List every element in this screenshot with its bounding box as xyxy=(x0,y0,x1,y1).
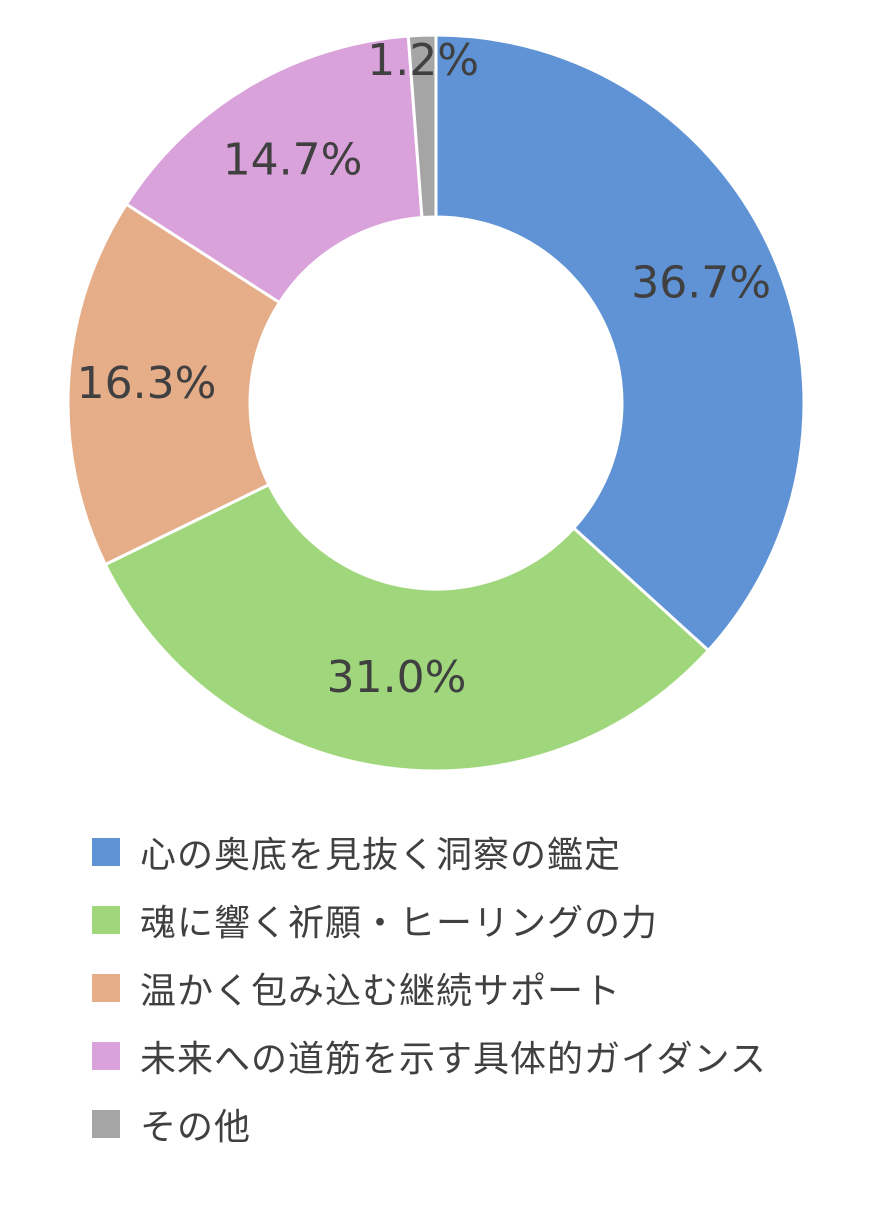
donut-slice xyxy=(124,34,424,305)
slice-data-label: 36.7% xyxy=(631,258,771,309)
legend-swatch xyxy=(92,1042,120,1070)
legend-swatch xyxy=(92,974,120,1002)
donut-slice xyxy=(434,33,806,653)
legend-swatch xyxy=(92,1110,120,1138)
legend-label: 魂に響く祈願・ヒーリングの力 xyxy=(140,903,659,944)
slice-data-label: 16.3% xyxy=(77,358,217,409)
legend-label: 心の奥底を見抜く洞察の鑑定 xyxy=(140,835,622,876)
legend-item: 心の奥底を見抜く洞察の鑑定 xyxy=(92,818,872,886)
legend-label: その他 xyxy=(140,1107,252,1148)
donut-slice xyxy=(406,33,438,220)
legend: 心の奥底を見抜く洞察の鑑定 魂に響く祈願・ヒーリングの力 温かく包み込む継続サポ… xyxy=(92,818,872,1158)
slices-group xyxy=(66,33,806,773)
legend-item: 温かく包み込む継続サポート xyxy=(92,954,872,1022)
donut-slice xyxy=(103,482,711,773)
legend-label: 未来への道筋を示す具体的ガイダンス xyxy=(140,1039,767,1080)
legend-item: 未来への道筋を示す具体的ガイダンス xyxy=(92,1022,872,1090)
slice-data-label: 1.2% xyxy=(367,35,479,86)
slice-data-label: 31.0% xyxy=(327,652,467,703)
donut-chart-plot: 36.7% 31.0% 16.3% 14.7%1.2% xyxy=(66,33,806,773)
slice-labels-group: 36.7% 31.0% 16.3% 14.7%1.2% xyxy=(77,35,771,703)
legend-label: 温かく包み込む継続サポート xyxy=(140,971,622,1012)
donut-slice xyxy=(66,202,282,567)
slice-data-label: 14.7% xyxy=(223,135,363,186)
legend-swatch xyxy=(92,906,120,934)
legend-swatch xyxy=(92,838,120,866)
legend-item: 魂に響く祈願・ヒーリングの力 xyxy=(92,886,872,954)
legend-item: その他 xyxy=(92,1090,872,1158)
